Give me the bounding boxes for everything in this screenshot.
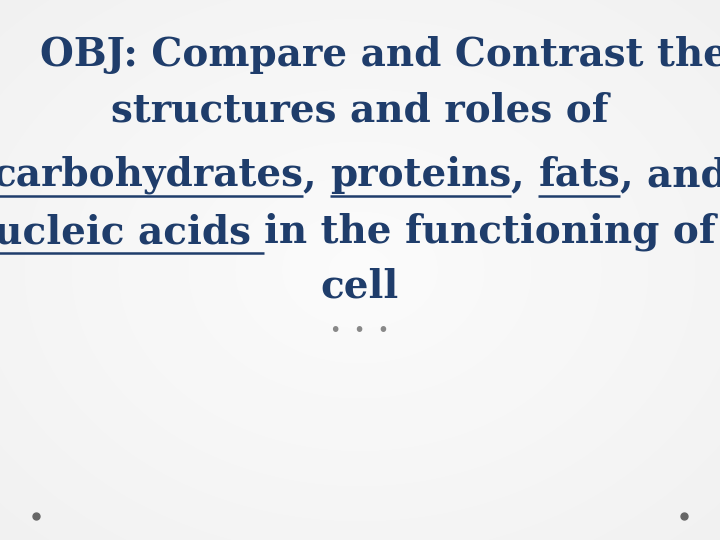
Text: structures and roles of: structures and roles of [112,91,608,129]
Text: ,: , [511,156,539,194]
Text: ,: , [303,156,330,194]
Text: proteins: proteins [330,156,511,194]
Text: cell: cell [321,268,399,306]
Text: nucleic acids: nucleic acids [0,213,264,251]
Text: , and: , and [620,156,720,194]
Text: OBJ: Compare and Contrast the: OBJ: Compare and Contrast the [40,36,720,74]
Text: •  •  •: • • • [330,321,390,340]
Text: fats: fats [539,156,620,194]
Text: in the functioning of a: in the functioning of a [264,213,720,251]
Text: carbohydrates: carbohydrates [0,156,303,194]
